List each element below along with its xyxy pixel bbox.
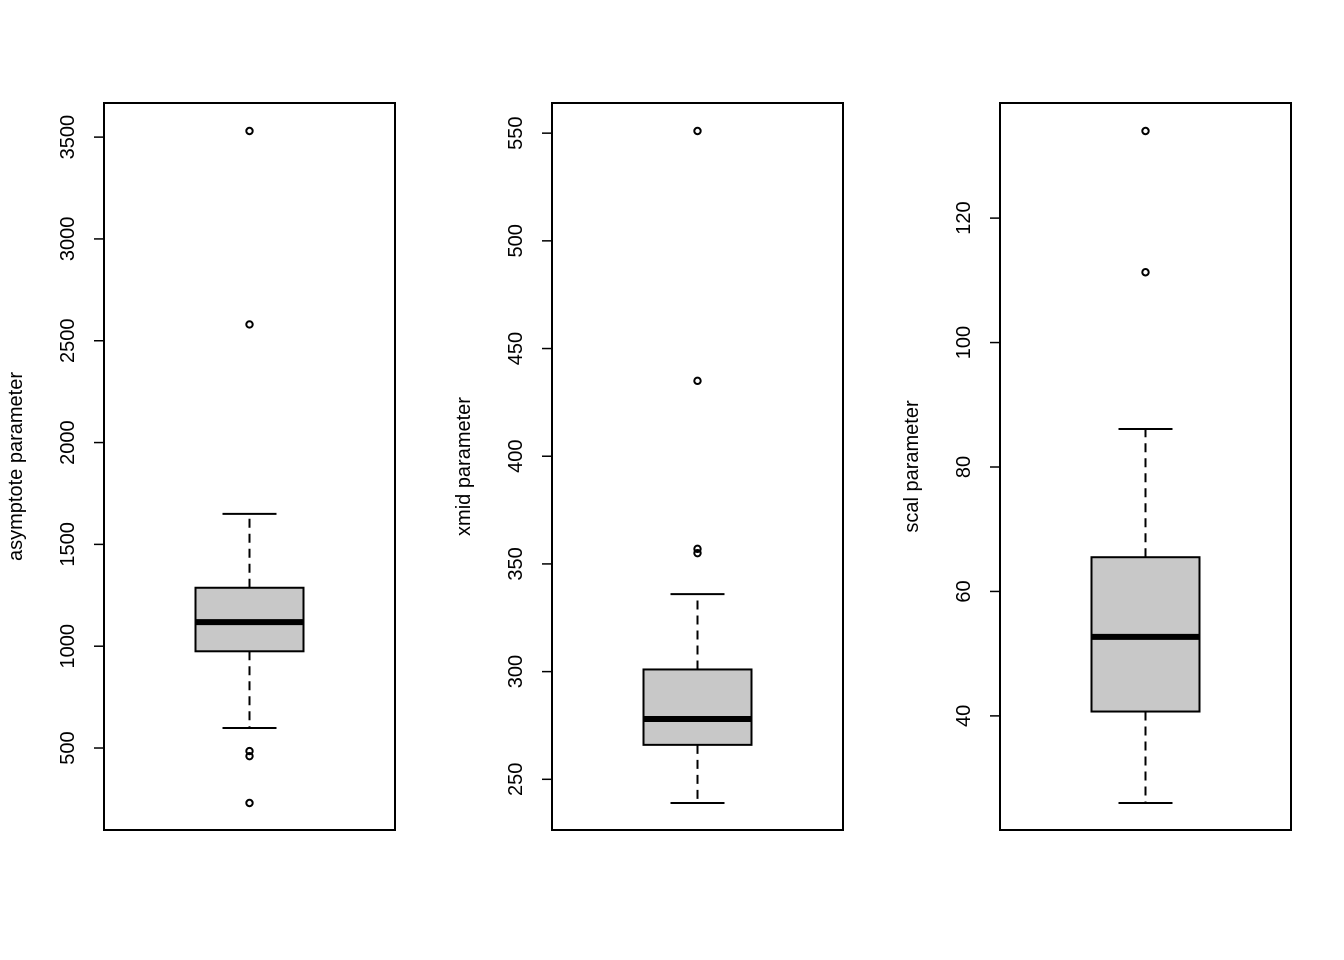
iqr-box <box>642 668 753 746</box>
y-tick-label: 450 <box>505 332 527 365</box>
y-axis-label: asymptote parameter <box>5 372 27 561</box>
panel-3: 40 60 80 100 120 scal parameter <box>901 102 1292 831</box>
outlier-point <box>693 126 702 136</box>
outlier-point <box>693 548 702 558</box>
outlier-point <box>245 751 254 761</box>
outlier-point <box>245 798 254 808</box>
y-tick-label: 40 <box>953 705 975 727</box>
panel-2: 250 300 350 400 450 500 550 xmid parameter <box>453 102 844 831</box>
y-tick-label: 350 <box>505 547 527 580</box>
y-tick-label: 500 <box>505 224 527 257</box>
outlier-point <box>245 320 254 329</box>
y-tick-label: 250 <box>505 763 527 796</box>
plot-frame <box>103 102 396 831</box>
panel-1: 500 1000 1500 2000 2500 3000 3500 asymptote par… <box>5 102 396 831</box>
y-tick-label: 120 <box>953 201 975 234</box>
y-tick-label: 80 <box>953 456 975 478</box>
outlier-point <box>693 376 702 386</box>
outlier-point <box>245 746 254 756</box>
y-tick-label: 1500 <box>57 522 79 567</box>
y-axis-label: scal parameter <box>901 400 923 533</box>
y-tick-label: 2500 <box>57 318 79 363</box>
y-tick-label: 500 <box>57 731 79 764</box>
outlier-point <box>1141 126 1150 136</box>
y-tick-label: 60 <box>953 580 975 602</box>
y-tick-label: 3000 <box>57 217 79 262</box>
y-tick-label: 2000 <box>57 420 79 465</box>
y-axis-label: xmid parameter <box>453 397 475 536</box>
y-tick-label: 550 <box>505 116 527 149</box>
y-tick-label: 100 <box>953 326 975 359</box>
outlier-point <box>1141 268 1150 277</box>
outlier-point <box>245 126 254 136</box>
y-tick-label: 3500 <box>57 115 79 160</box>
outlier-point <box>693 544 702 554</box>
y-tick-label: 1000 <box>57 624 79 669</box>
y-tick-label: 300 <box>505 655 527 688</box>
y-tick-label: 400 <box>505 440 527 473</box>
boxplot-panels: 500 1000 1500 2000 2500 3000 3500 asymptote par… <box>5 102 1292 831</box>
